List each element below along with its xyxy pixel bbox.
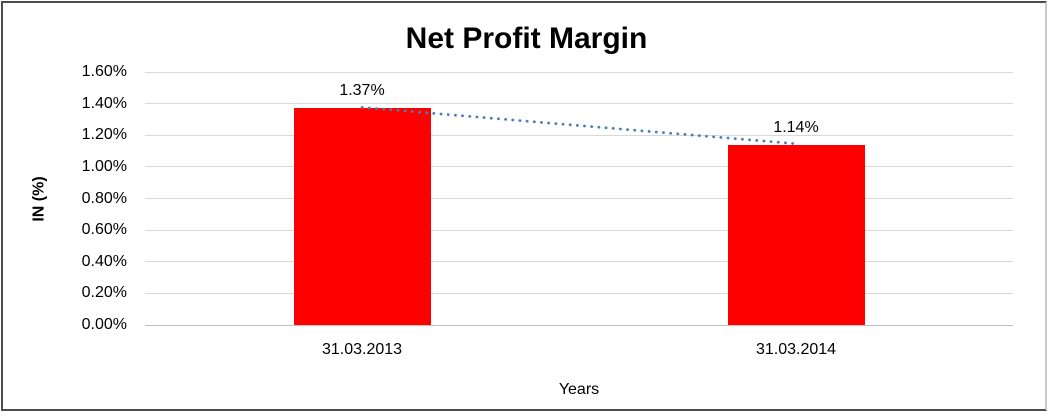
x-tick-label: 31.03.2013: [321, 341, 403, 358]
gridline: [145, 261, 1013, 263]
plot-area: [145, 71, 1013, 326]
gridline: [145, 292, 1013, 294]
trendline-path[interactable]: [360, 105, 798, 146]
y-tick-label: 1.20%: [81, 126, 127, 144]
bar[interactable]: [727, 144, 865, 325]
gridline: [145, 71, 1013, 73]
chart-title: Net Profit Margin: [405, 22, 648, 55]
gridline: [145, 166, 1013, 168]
y-tick-label: 0.60%: [81, 221, 127, 239]
gridline: [145, 229, 1013, 231]
y-tick-label: 0.00%: [81, 316, 127, 333]
bar-value-label: 1.14%: [773, 118, 819, 136]
y-tick-label: 0.80%: [81, 189, 127, 207]
x-tick-label: 31.03.2014: [755, 341, 837, 358]
y-tick-label: 1.40%: [81, 94, 127, 112]
x-axis-line: [145, 324, 1013, 326]
gridline: [145, 134, 1013, 136]
y-tick-label: 1.60%: [81, 63, 127, 80]
x-axis-title: Years: [558, 381, 600, 398]
bar[interactable]: [293, 108, 431, 325]
gridline: [145, 198, 1013, 199]
trendline[interactable]: [145, 72, 1013, 325]
y-tick-label: 0.20%: [81, 284, 127, 302]
y-tick-label: 1.00%: [81, 157, 127, 175]
bar-value-label: 1.37%: [339, 82, 385, 100]
gridline: [145, 103, 1013, 105]
y-tick-label: 0.40%: [81, 252, 127, 270]
